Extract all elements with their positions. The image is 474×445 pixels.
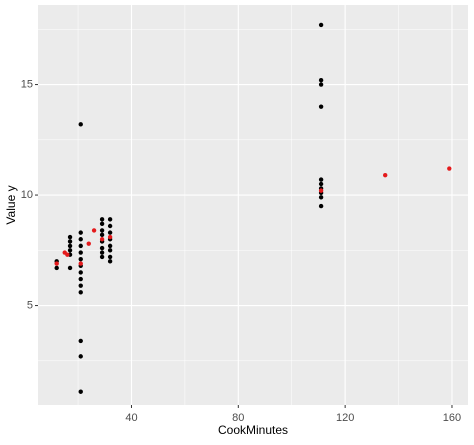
point [78,261,83,266]
x-tick-label: 80 [232,412,244,424]
point [318,181,324,187]
point [99,232,105,238]
point [107,223,113,229]
y-axis-label: Value y [4,185,18,224]
point [107,254,113,260]
point [318,77,324,83]
point [67,248,73,253]
point [107,217,113,222]
point [318,203,324,209]
point [107,248,113,253]
y-tick-label: 10 [21,189,33,201]
point [78,122,83,127]
x-tick-label: 160 [443,412,461,424]
point [78,270,83,275]
point [318,177,324,182]
point [99,228,105,233]
point [99,250,105,255]
point [54,261,59,266]
point [78,354,83,359]
point [318,22,324,28]
point [318,82,324,87]
point [99,217,105,222]
point [383,172,388,178]
point [318,195,324,200]
point [78,283,83,288]
point [318,104,324,109]
panel [38,5,468,405]
point [78,290,83,295]
point [91,228,97,233]
point [107,230,113,235]
point [107,234,113,240]
point [67,265,73,271]
point [78,256,83,262]
y-tick-label: 5 [27,299,33,311]
point [65,252,70,257]
point [107,259,113,264]
point [67,243,73,249]
point [107,243,113,249]
point [318,188,324,193]
point [99,254,105,260]
x-tick-label: 120 [336,412,354,424]
y-tick-label: 15 [21,78,33,90]
point [99,221,105,226]
point [67,234,73,240]
point [54,265,59,271]
x-tick-label: 40 [125,412,137,424]
x-axis-label: CookMinutes [218,423,288,437]
point [78,243,83,249]
point [78,389,83,394]
point [78,276,83,282]
point [447,166,452,171]
point [99,237,105,242]
point [78,250,83,255]
point [78,338,83,344]
point [86,241,91,246]
point [67,239,73,244]
point [78,237,83,242]
point [78,230,83,235]
point [99,245,105,251]
